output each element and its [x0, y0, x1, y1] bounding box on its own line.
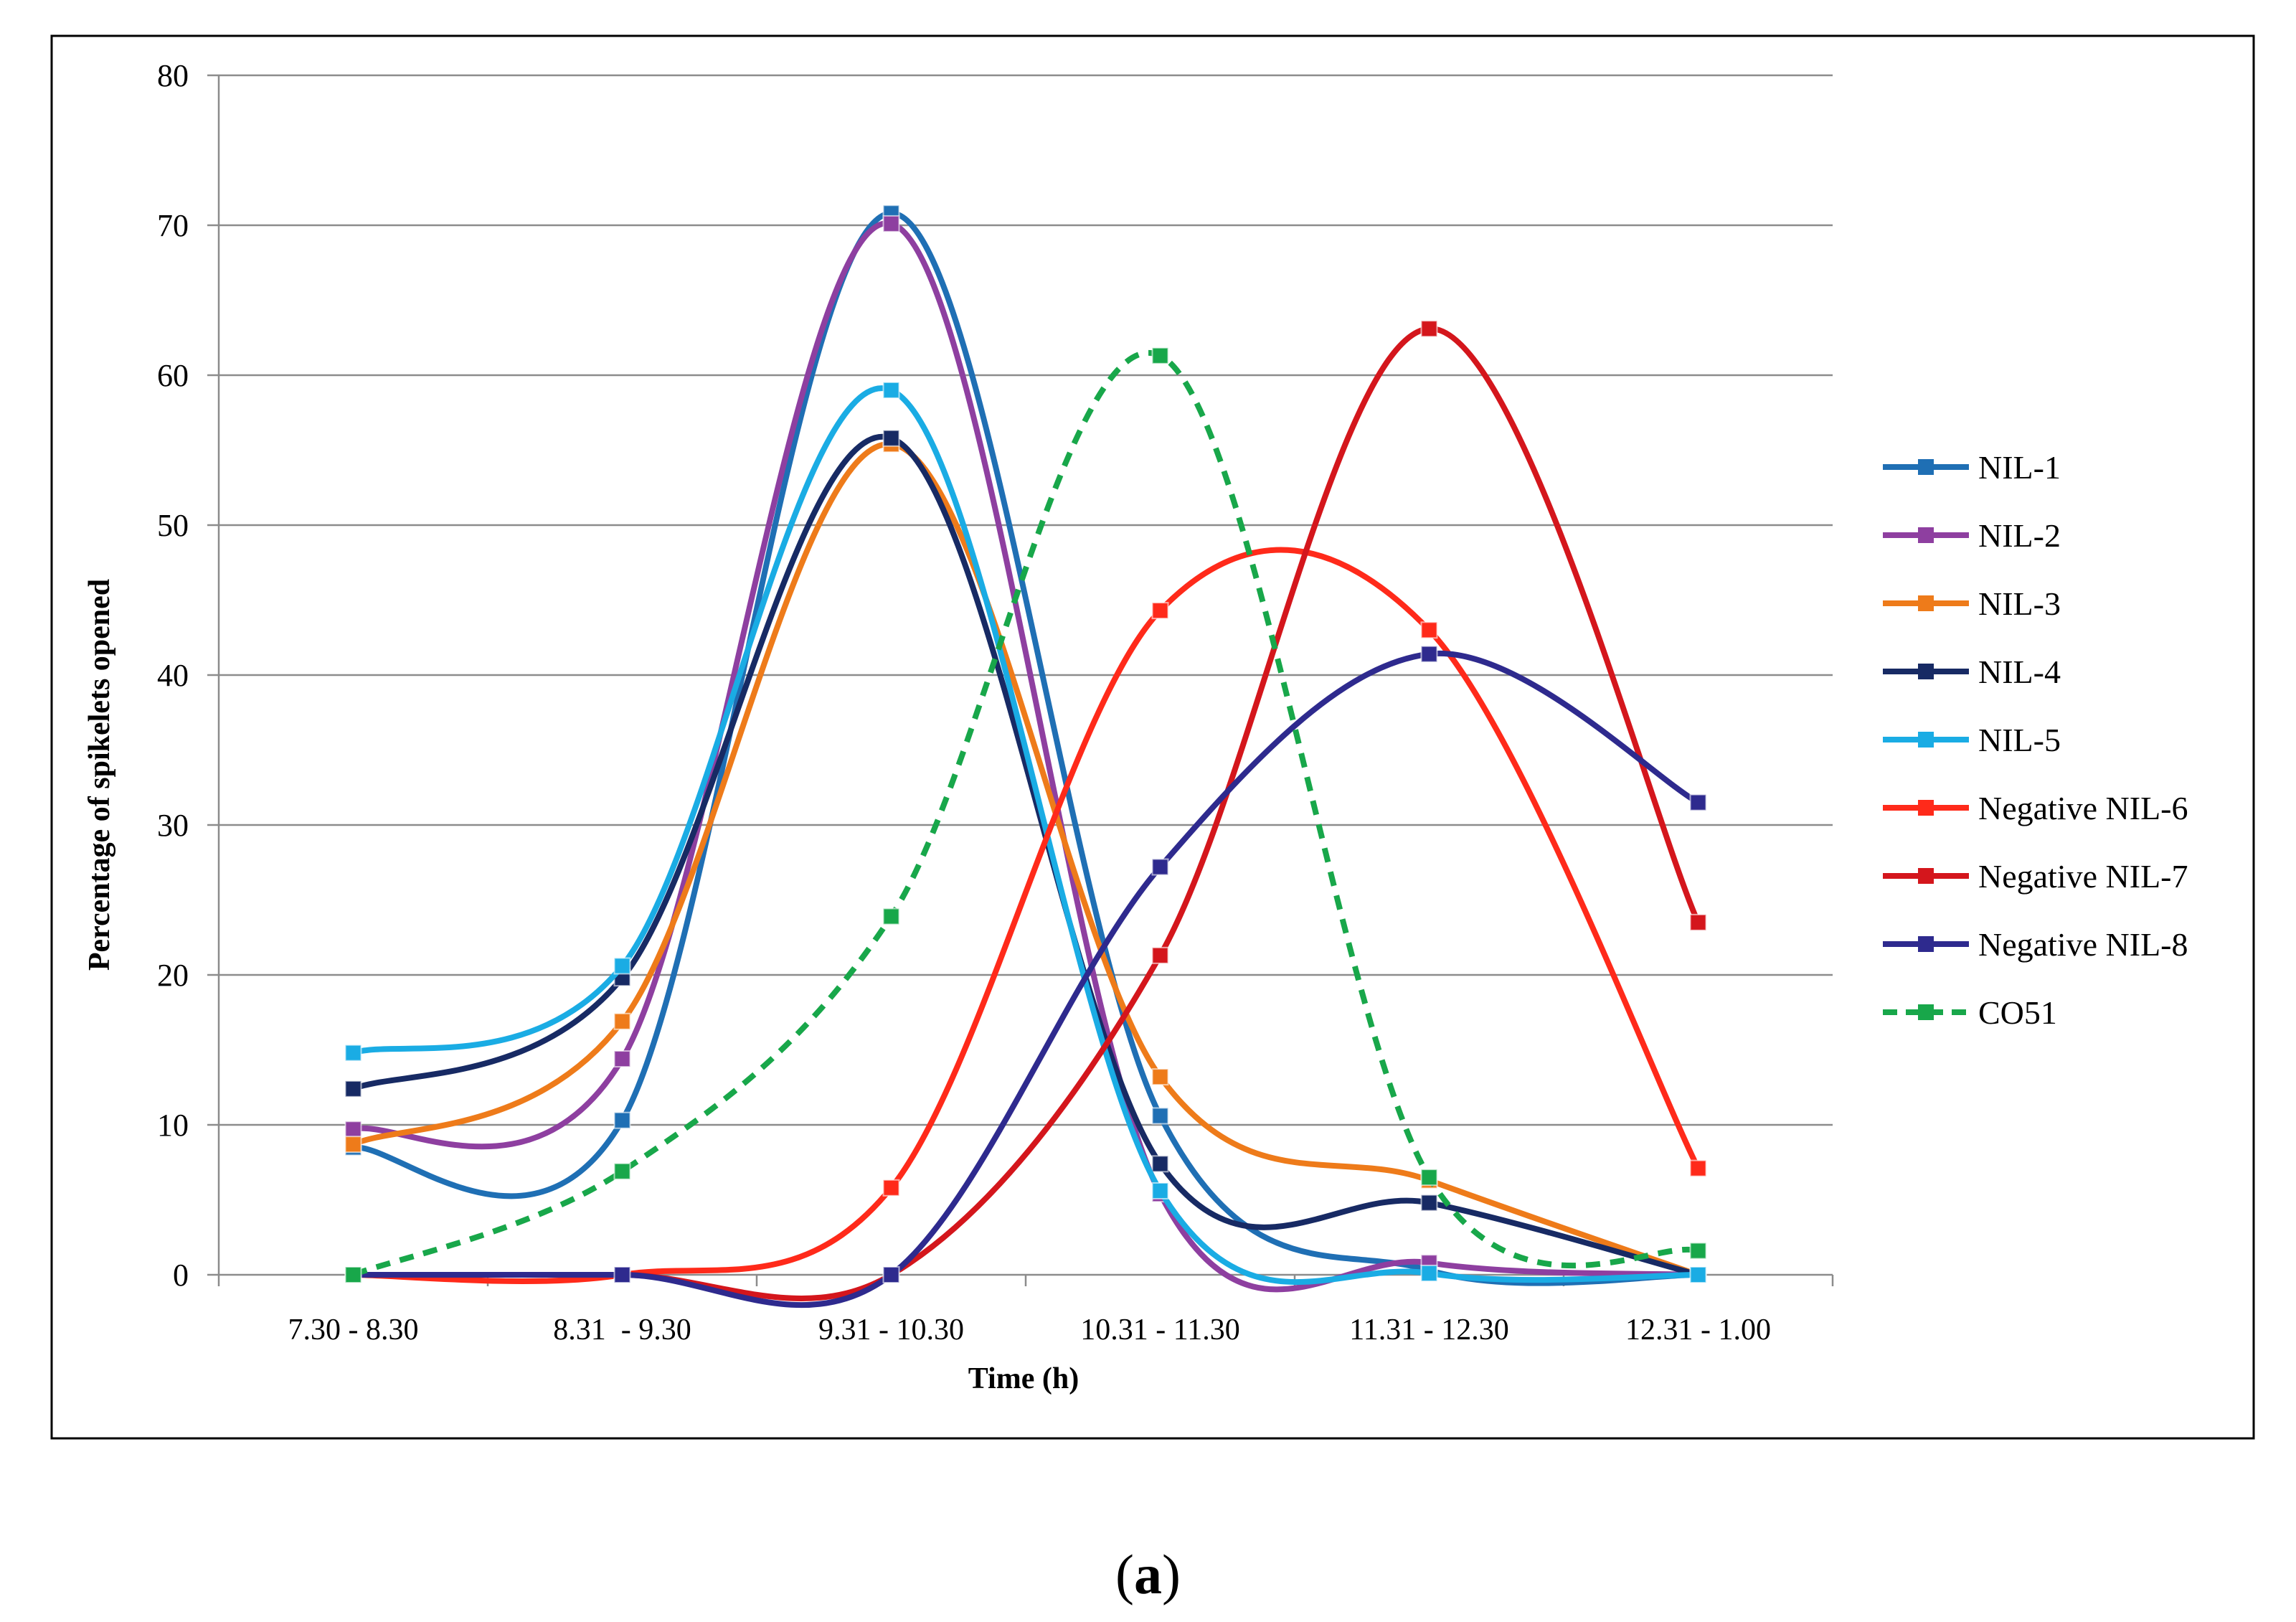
legend-label: NIL-2: [1978, 517, 2061, 554]
x-axis-title: Time (h): [968, 1362, 1079, 1395]
data-point: [1151, 1155, 1169, 1173]
legend-swatch-marker: [1918, 459, 1934, 475]
y-tick-label: 10: [157, 1108, 189, 1143]
series-co51: [344, 346, 1707, 1283]
legend-label: NIL-1: [1978, 449, 2061, 486]
legend: NIL-1 NIL-2 NIL-3 NIL-4 NIL-5 Negative NIL-6 N…: [1883, 449, 2188, 1031]
legend-entry-nil-4: NIL-4: [1883, 654, 2061, 690]
y-tick-label: 80: [157, 58, 189, 93]
legend-swatch-marker: [1918, 1004, 1934, 1020]
data-point: [1420, 1169, 1438, 1187]
legend-entry-co51: CO51: [1883, 994, 2057, 1031]
y-tick-label: 0: [173, 1258, 189, 1293]
series-negative-nil-8: [344, 645, 1707, 1309]
data-point: [1689, 793, 1707, 811]
gridlines: [219, 74, 1833, 1126]
x-tick-label: 10.31 - 11.30: [1080, 1314, 1239, 1347]
data-point: [1689, 1266, 1707, 1283]
x-tick-label: 8.31 - 9.30: [553, 1314, 691, 1347]
legend-entry-nil-3: NIL-3: [1883, 585, 2061, 622]
data-point: [1151, 1107, 1169, 1125]
legend-entry-negative-nil-6: Negative NIL-6: [1883, 790, 2188, 826]
series-nil-5: [344, 381, 1707, 1286]
data-point: [1420, 621, 1438, 639]
legend-swatch-marker: [1918, 800, 1934, 816]
x-tick-label: 12.31 - 1.00: [1625, 1314, 1771, 1347]
data-point: [882, 1266, 900, 1283]
caption-open-paren: (: [1115, 1543, 1134, 1606]
y-tick-label: 60: [157, 358, 189, 393]
data-point: [1689, 1159, 1707, 1177]
data-point: [613, 1162, 631, 1180]
data-point: [882, 1179, 900, 1197]
data-point: [1151, 1068, 1169, 1086]
legend-entry-nil-5: NIL-5: [1883, 722, 2061, 758]
caption-close-paren: ): [1162, 1543, 1181, 1606]
data-point: [882, 381, 900, 399]
data-point: [613, 1050, 631, 1068]
legend-label: Negative NIL-8: [1978, 926, 2188, 963]
legend-entry-negative-nil-8: Negative NIL-8: [1883, 926, 2188, 963]
figure-caption: (a): [0, 1542, 2296, 1607]
data-point: [613, 1266, 631, 1283]
data-point: [1151, 858, 1169, 876]
data-point: [344, 1080, 362, 1098]
data-point: [613, 957, 631, 975]
data-point: [1151, 946, 1169, 964]
data-point: [1689, 1242, 1707, 1260]
data-point: [613, 1111, 631, 1129]
axes: 0 10 20 30 40 50 60 70 80 7.30 - 8.30 8.31 - 9.30 9…: [157, 58, 1834, 1347]
y-tick-label: 20: [157, 958, 189, 993]
data-point: [882, 907, 900, 925]
data-point: [344, 1266, 362, 1283]
legend-label: NIL-4: [1978, 654, 2061, 690]
series-layer: [344, 204, 1707, 1309]
y-tick-label: 40: [157, 658, 189, 693]
y-tick-label: 70: [157, 208, 189, 243]
data-point: [1420, 1194, 1438, 1212]
legend-swatch-marker: [1918, 732, 1934, 748]
y-tick-label: 50: [157, 508, 189, 543]
caption-letter: a: [1134, 1543, 1162, 1606]
legend-swatch-marker: [1918, 527, 1934, 543]
legend-swatch-marker: [1918, 595, 1934, 611]
data-point: [1151, 1182, 1169, 1199]
legend-swatch-marker: [1918, 936, 1934, 952]
data-point: [1689, 913, 1707, 931]
legend-label: NIL-5: [1978, 722, 2061, 758]
data-point: [1420, 645, 1438, 663]
data-point: [344, 1121, 362, 1138]
y-axis-title: Percentage of spikelets opened: [83, 579, 116, 971]
legend-swatch-marker: [1918, 868, 1934, 884]
y-tick-label: 30: [157, 808, 189, 843]
data-point: [344, 1044, 362, 1062]
data-point: [882, 429, 900, 447]
data-point: [613, 1012, 631, 1030]
x-tick-label: 7.30 - 8.30: [288, 1314, 419, 1347]
data-point: [1151, 602, 1169, 620]
legend-entry-nil-2: NIL-2: [1883, 517, 2061, 554]
legend-entry-nil-1: NIL-1: [1883, 449, 2061, 486]
data-point: [1420, 320, 1438, 338]
legend-label: Negative NIL-7: [1978, 858, 2188, 895]
legend-entry-negative-nil-7: Negative NIL-7: [1883, 858, 2188, 895]
legend-swatch-marker: [1918, 664, 1934, 679]
data-point: [882, 214, 900, 232]
legend-label: CO51: [1978, 994, 2057, 1031]
legend-label: NIL-3: [1978, 585, 2061, 622]
data-point: [1151, 346, 1169, 364]
x-tick-label: 11.31 - 12.30: [1349, 1314, 1508, 1347]
legend-label: Negative NIL-6: [1978, 790, 2188, 826]
data-point: [344, 1136, 362, 1154]
x-tick-label: 9.31 - 10.30: [818, 1314, 964, 1347]
data-point: [1420, 1264, 1438, 1282]
